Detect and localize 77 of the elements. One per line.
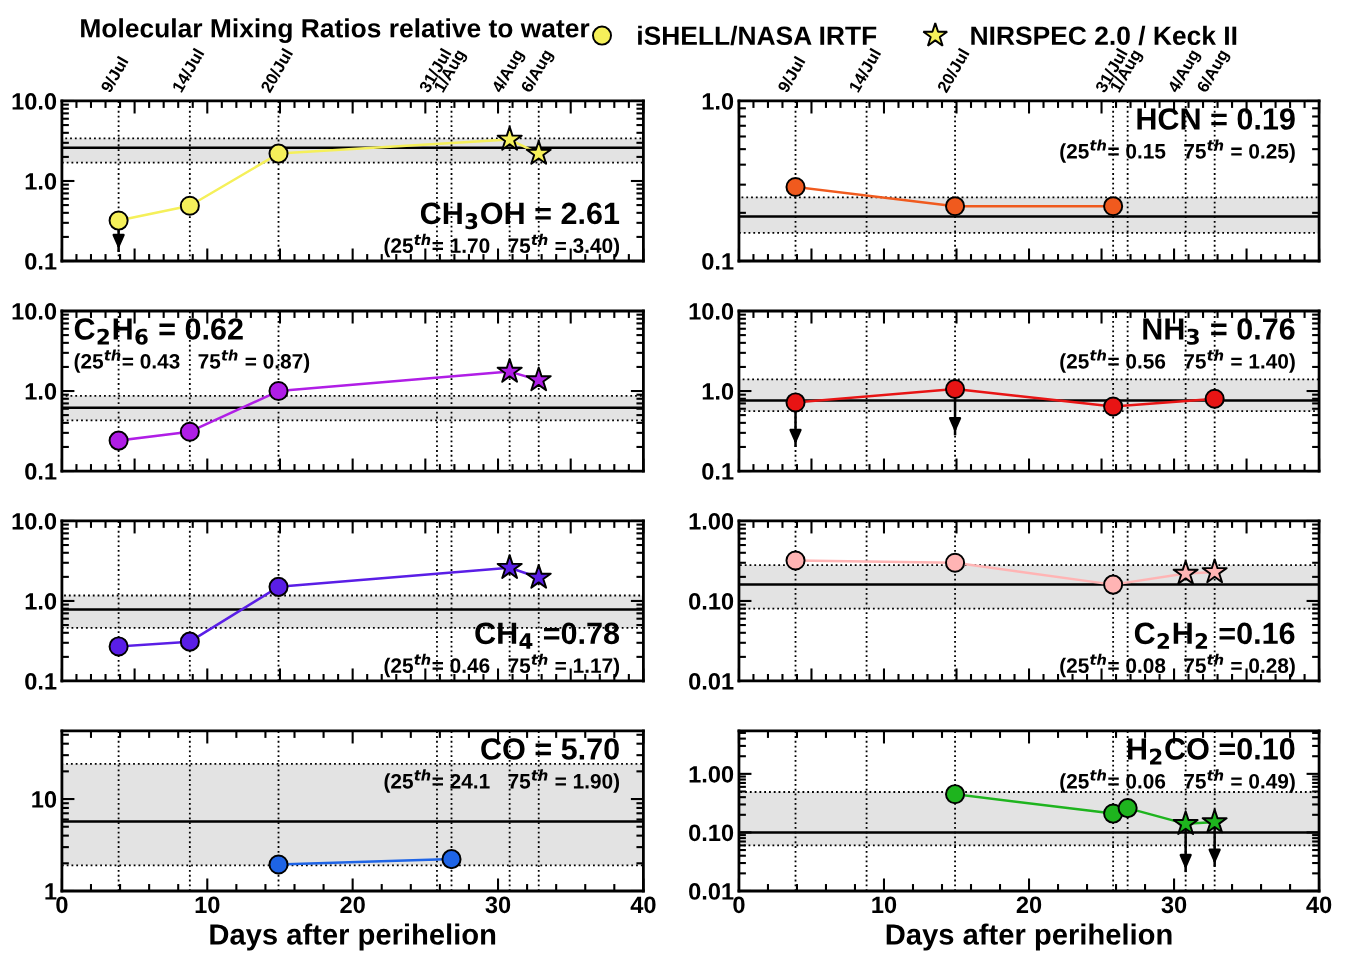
annotation: (25$^{th}$= 0.08 75$^{th}$ = 0.28) — [1060, 653, 1295, 678]
y-tick-label: 1.0 — [702, 93, 734, 110]
point — [108, 210, 129, 231]
point — [268, 576, 289, 597]
x-tick-label: 10 — [872, 896, 897, 914]
y-tick-label: 10.0 — [12, 93, 57, 110]
annotation: CO = 5.70 — [481, 738, 619, 760]
x-tick-label: 0 — [56, 896, 68, 914]
annotation: NH$_{3}$ = 0.76 — [1143, 318, 1295, 345]
point — [179, 195, 200, 216]
point — [496, 357, 523, 383]
y-tick-label: 1.00 — [689, 765, 734, 783]
point — [108, 430, 129, 451]
y-tick-label: 0.01 — [689, 673, 734, 690]
annotation: H$_{2}$CO =0.10 — [1128, 738, 1295, 765]
annotation: (25$^{th}$= 0.56 75$^{th}$ = 1.40) — [1060, 349, 1295, 373]
annotation: (25$^{th}$= 1.70 75$^{th}$ = 3.40) — [384, 233, 620, 258]
chart-title: Molecular Mixing Ratios relative to water — [81, 18, 590, 43]
annotation: (25$^{th}$= 0.43 75$^{th}$ = 0.87) — [74, 349, 310, 373]
legend-label: iSHELL/NASA IRTF — [638, 25, 877, 46]
y-tick-label: 0.10 — [689, 593, 734, 610]
y-tick-label: 0.01 — [689, 883, 734, 900]
y-tick-label: 0.1 — [25, 673, 57, 690]
y-tick-label: 1.0 — [25, 383, 57, 400]
point — [525, 563, 552, 589]
x-axis-title: Days after perihelion — [886, 923, 1172, 951]
annotation: C$_{2}$H$_{2}$ =0.16 — [1134, 622, 1295, 649]
point — [496, 125, 523, 151]
x-tick-label: 30 — [485, 896, 511, 914]
point — [1103, 574, 1124, 595]
annotation: (25$^{th}$= 0.15 75$^{th}$ = 0.25) — [1060, 139, 1295, 163]
y-tick-label: 10.0 — [689, 303, 734, 320]
point — [785, 550, 806, 571]
legend-label: NIRSPEC 2.0 / Keck II — [971, 25, 1237, 46]
y-tick-label: 0.1 — [702, 463, 734, 480]
annotation: (25$^{th}$= 0.46 75$^{th}$ = 1.17) — [384, 653, 620, 678]
x-tick-label: 40 — [630, 896, 656, 914]
annotation: (25$^{th}$= 24.1 75$^{th}$ = 1.90) — [384, 769, 620, 793]
annotation: C$_{2}$H$_{6}$ = 0.62 — [74, 318, 243, 345]
point — [108, 636, 129, 657]
point — [1204, 388, 1225, 409]
y-tick-label: 1.00 — [689, 513, 734, 530]
point — [1172, 559, 1199, 585]
x-tick-label: 20 — [340, 896, 365, 914]
annotation: CH$_{4}$ =0.78 — [475, 622, 620, 649]
x-tick-label: 40 — [1306, 896, 1332, 914]
point — [268, 143, 289, 164]
point — [525, 366, 552, 392]
point — [1201, 558, 1228, 584]
y-tick-label: 1.0 — [702, 383, 734, 400]
y-tick-label: 1 — [45, 883, 57, 900]
x-tick-label: 20 — [1016, 896, 1042, 914]
x-axis-title: Days after perihelion — [210, 923, 496, 951]
y-tick-label: 0.1 — [25, 253, 57, 270]
point — [268, 381, 289, 402]
point — [945, 552, 966, 573]
annotation: (25$^{th}$= 0.06 75$^{th}$ = 0.49) — [1060, 769, 1295, 793]
y-tick-label: 10.0 — [12, 303, 57, 320]
y-tick-label: 0.1 — [25, 463, 57, 480]
y-tick-label: 10 — [32, 791, 57, 808]
x-tick-label: 10 — [195, 896, 220, 914]
x-tick-label: 30 — [1161, 896, 1187, 914]
y-tick-label: 1.0 — [25, 593, 57, 610]
point — [179, 421, 200, 442]
annotation: CH$_{3}$OH = 2.61 — [420, 202, 620, 230]
point — [179, 631, 200, 652]
annotation: HCN = 0.19 — [1137, 108, 1295, 130]
y-tick-label: 0.1 — [702, 253, 734, 270]
y-tick-label: 0.10 — [689, 824, 734, 842]
x-tick-label: 0 — [733, 896, 745, 914]
point — [525, 140, 552, 165]
point — [496, 554, 523, 579]
point — [945, 378, 966, 400]
point — [1103, 396, 1124, 417]
y-tick-label: 1.0 — [25, 173, 57, 190]
y-tick-label: 10.0 — [12, 513, 57, 530]
point — [785, 392, 806, 413]
